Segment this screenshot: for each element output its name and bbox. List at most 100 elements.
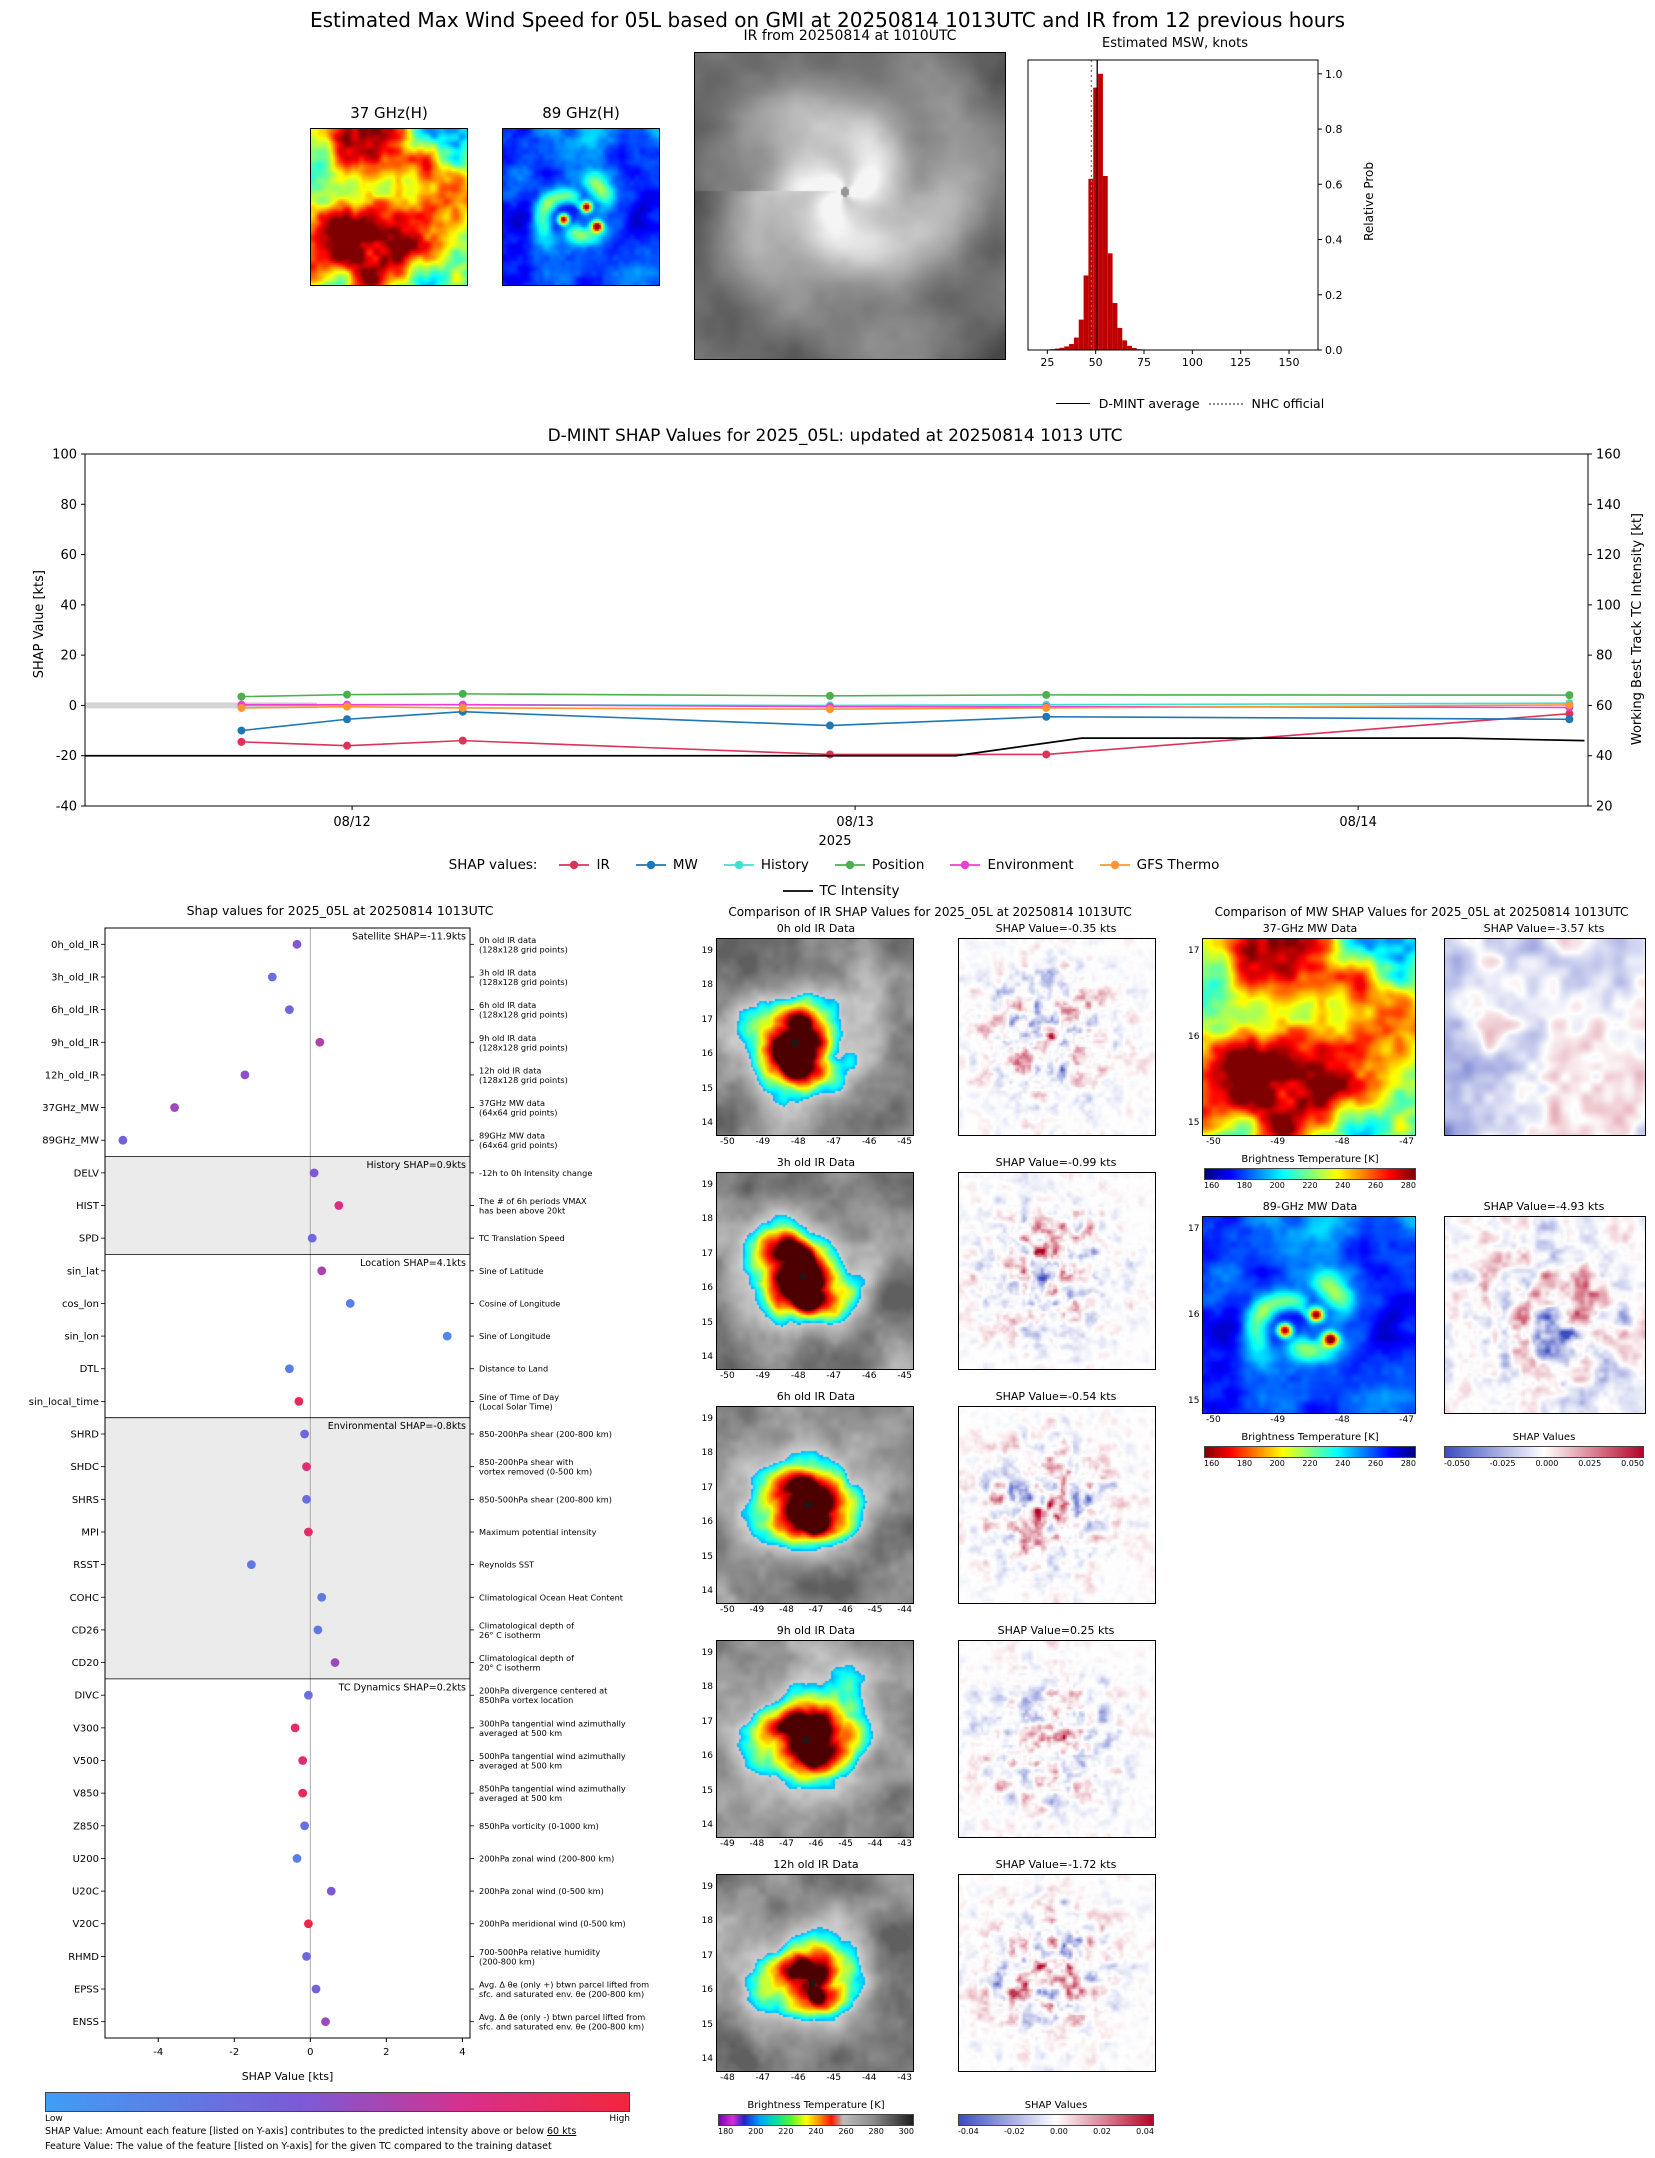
mw89-top-panel: 89 GHz(H) <box>502 104 660 286</box>
svg-text:0: 0 <box>307 2047 313 2058</box>
mw37-label: 37 GHz(H) <box>350 104 428 122</box>
feature-desc: 300hPa tangential wind azimuthally <box>479 1718 626 1728</box>
svg-text:4: 4 <box>459 2047 465 2058</box>
shap-dot <box>307 1233 317 1243</box>
svg-text:80: 80 <box>60 498 77 513</box>
feature-label: EPSS <box>74 1985 99 1996</box>
ir-bt-colorbar: Brightness Temperature [K] 180 200 220 240 2… <box>718 2100 914 2136</box>
feature-label: cos_lon <box>62 1299 99 1310</box>
ir-image-4 <box>716 1874 914 2072</box>
feature-label: DELV <box>74 1168 99 1179</box>
feature-label: V300 <box>73 1723 99 1734</box>
ir-x-ticks: -49 -48 -47 -46 -45 -44 -43 <box>720 1839 912 1849</box>
ir-y-ticks: 19 18 17 16 15 14 <box>701 946 713 1128</box>
feature-desc: 200hPa meridional wind (0-500 km) <box>479 1919 626 1929</box>
series-marker <box>237 726 246 735</box>
feature-desc: 6h old IR data <box>479 1000 536 1010</box>
shap-dot <box>285 1364 294 1374</box>
feature-desc: 37GHz MW data <box>479 1098 545 1108</box>
legend-nhc-label: NHC official <box>1251 396 1325 411</box>
shap-dot <box>334 1201 344 1210</box>
mw-bt-colorbar-bar <box>1204 1168 1416 1180</box>
feature-desc: Avg. Δ θe (only -) btwn parcel lifted fr… <box>479 2012 645 2022</box>
mw89-label: 89 GHz(H) <box>542 104 620 122</box>
ir-x-ticks: -50 -49 -48 -47 -46 -45 <box>720 1137 912 1147</box>
feature-desc: Sine of Longitude <box>479 1331 551 1341</box>
shap-dot <box>292 939 302 949</box>
ir-y-ticks: 19 18 17 16 15 14 <box>701 1648 713 1830</box>
svg-text:75: 75 <box>1137 356 1151 369</box>
shap-dot <box>292 1854 302 1863</box>
feature-desc: 700-500hPa relative humidity <box>479 1947 600 1957</box>
feature-label: 37GHz_MW <box>42 1103 99 1114</box>
dmint-line-swatch <box>1055 403 1090 404</box>
feature-desc: 3h old IR data <box>479 967 536 977</box>
shap-dot <box>118 1135 128 1145</box>
ir-data-label: 3h old IR Data <box>776 1156 856 1169</box>
feature-desc: 0h old IR data <box>479 935 536 945</box>
histogram-title: Estimated MSW, knots <box>1102 36 1248 51</box>
feature-desc: Sine of Latitude <box>479 1266 544 1276</box>
feature-desc: 850hPa vorticity (0-1000 km) <box>479 1821 599 1831</box>
svg-text:-20: -20 <box>56 749 77 764</box>
mw-shap-label: SHAP Value=-3.57 kts <box>1483 922 1605 935</box>
ir-shap-image-1 <box>958 1172 1156 1370</box>
shap-dot <box>309 1168 319 1178</box>
feature-label: DTL <box>80 1364 100 1375</box>
feature-label: 3h_old_IR <box>51 972 99 983</box>
shap-dot <box>267 972 277 982</box>
series-marker <box>458 736 467 745</box>
histogram-legend: D-MINT average NHC official <box>1000 396 1380 411</box>
series-marker <box>1042 712 1051 721</box>
mw-bt-colorbar-label: Brightness Temperature [K] <box>1241 1432 1379 1443</box>
feature-desc: Distance to Land <box>479 1364 548 1374</box>
feature-label: SHDC <box>70 1462 99 1473</box>
feature-desc: Avg. Δ θe (only +) btwn parcel lifted fr… <box>479 1980 649 1990</box>
svg-text:100: 100 <box>1182 356 1203 369</box>
series-marker <box>1042 750 1051 759</box>
ts-legend-entry: Position <box>833 857 924 873</box>
feature-desc: 26° C isotherm <box>479 1630 541 1640</box>
feature-label: DIVC <box>75 1691 99 1702</box>
mw37-top-panel: 37 GHz(H) <box>310 104 468 286</box>
svg-text:08/12: 08/12 <box>333 815 370 830</box>
ir-x-ticks: -50 -49 -48 -47 -46 -45 <box>720 1371 912 1381</box>
feature-label: V500 <box>73 1756 99 1767</box>
feature-desc: 850hPa tangential wind azimuthally <box>479 1784 626 1794</box>
series-marker <box>1042 690 1051 699</box>
shap-dot <box>240 1070 250 1080</box>
series-marker <box>237 703 246 712</box>
feature-desc: 200hPa zonal wind (0-500 km) <box>479 1886 604 1896</box>
shap-dot <box>317 1266 327 1276</box>
feature-label: Z850 <box>73 1821 99 1832</box>
shap-dot <box>300 1821 310 1831</box>
feature-desc: averaged at 500 km <box>479 1793 562 1803</box>
feature-desc: 9h old IR data <box>479 1033 536 1043</box>
feature-desc: (128x128 grid points) <box>479 1042 568 1052</box>
shap-dot <box>330 1658 340 1667</box>
feature-label: sin_lon <box>64 1332 99 1343</box>
feature-label: 0h_old_IR <box>51 940 99 951</box>
shap-dot <box>321 2017 330 2027</box>
series-marker <box>343 702 352 711</box>
feature-desc: Maximum potential intensity <box>479 1527 597 1537</box>
feature-label: SHRS <box>72 1495 99 1506</box>
feature-label: SPD <box>79 1234 99 1245</box>
ts-legend-entry: Environment <box>948 857 1074 873</box>
feature-label: U200 <box>73 1854 99 1865</box>
shap-dot <box>294 1396 304 1406</box>
series-marker <box>458 689 467 698</box>
ts-legend-prefix: SHAP values: <box>448 857 538 873</box>
feature-label: MPI <box>81 1527 99 1538</box>
series-marker <box>825 705 834 714</box>
svg-text:40: 40 <box>60 598 77 613</box>
feature-label: 12h_old_IR <box>45 1070 99 1081</box>
ts-legend-row2: TC Intensity <box>25 878 1655 904</box>
feature-label: COHC <box>70 1593 99 1604</box>
feature-label: sin_local_time <box>29 1397 99 1408</box>
ir-comparison-panel: Comparison of IR SHAP Values for 2025_05… <box>700 905 1160 2138</box>
feature-label: V850 <box>73 1789 99 1800</box>
colorbar-low-label: Low <box>45 2114 63 2124</box>
ir-top-title: IR from 20250814 at 1010UTC <box>743 28 957 44</box>
feature-desc: Climatological depth of <box>479 1620 575 1630</box>
